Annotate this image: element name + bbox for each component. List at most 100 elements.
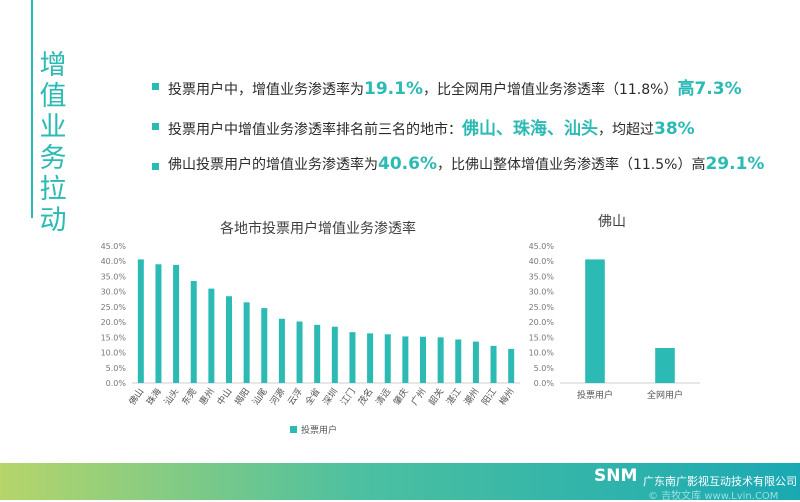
- bar: [331, 326, 338, 383]
- x-tick-label: 茂名: [355, 386, 375, 408]
- legend-swatch: [290, 426, 297, 433]
- x-tick-label: 深圳: [321, 386, 340, 407]
- bar: [208, 288, 215, 383]
- y-tick-label: 35.0%: [529, 272, 555, 281]
- company-logo: SNM: [594, 466, 638, 486]
- side-title-char: 增: [39, 50, 67, 81]
- bar: [173, 264, 180, 383]
- y-tick-label: 35.0%: [101, 272, 127, 281]
- charts: 各地市投票用户增值业务渗透率 0.0% 5.0% 10.0% 15.0% 20.0% 25.…: [101, 214, 700, 436]
- x-tick-label: 东莞: [179, 386, 199, 408]
- bullet-text: 投票用户中增值业务渗透率排名前三名的地市：佛山、珠海、汕头，均超过38%: [168, 114, 695, 139]
- x-tick-label: 江门: [338, 386, 358, 408]
- y-tick-label: 40.0%: [529, 257, 555, 266]
- highlight-value: 29.1%: [705, 154, 765, 174]
- x-tick-label: 珠海: [144, 386, 164, 408]
- y-tick-label: 40.0%: [101, 257, 127, 266]
- side-title-char: 拉: [39, 174, 67, 205]
- y-tick-label: 15.0%: [529, 333, 555, 342]
- x-tick-label: 河源: [267, 386, 287, 408]
- y-tick-label: 10.0%: [529, 349, 555, 358]
- y-tick-label: 45.0%: [529, 242, 555, 251]
- bullet-segment: ，比佛山整体增值业务渗透率（11.5%）高: [436, 157, 706, 173]
- bullet-segment: ，比全网用户增值业务渗透率（11.8%）: [422, 82, 678, 98]
- bullet-marker: [152, 123, 159, 130]
- x-tick-label: 汕尾: [250, 386, 269, 407]
- x-tick-label: 中山: [214, 386, 234, 408]
- bar: [402, 336, 409, 383]
- bullet-segment: 投票用户中，增值业务渗透率为: [168, 82, 364, 98]
- x-tick-label: 韶关: [426, 386, 446, 408]
- x-tick-label: 肇庆: [391, 386, 411, 408]
- bar: [490, 345, 497, 383]
- bar: [226, 296, 232, 383]
- side-accent-line: [31, 0, 33, 218]
- bar: [367, 333, 374, 383]
- bar: [349, 332, 356, 383]
- key-findings: 投票用户中，增值业务渗透率为19.1%，比全网用户增值业务渗透率（11.8%）高…: [152, 72, 792, 192]
- x-tick-label: 汕头: [162, 386, 181, 407]
- bar: [243, 302, 250, 383]
- y-tick-label: 15.0%: [101, 333, 127, 342]
- y-tick-label: 20.0%: [529, 318, 555, 327]
- side-title: 增值业务拉动: [36, 50, 70, 236]
- y-tick-label: 10.0%: [101, 349, 127, 358]
- bullet-item: 投票用户中，增值业务渗透率为19.1%，比全网用户增值业务渗透率（11.8%）高…: [152, 72, 792, 112]
- bar: [190, 281, 197, 383]
- x-tick-label: 全省: [302, 386, 322, 408]
- x-tick-label: 揭阳: [232, 386, 252, 408]
- bullet-segment: 投票用户中增值业务渗透率排名前三名的地市：: [168, 122, 462, 138]
- bullet-item: 佛山投票用户的增值业务渗透率为40.6%，比佛山整体增值业务渗透率（11.5%）…: [152, 152, 792, 192]
- bar: [384, 334, 391, 383]
- bar: [278, 318, 285, 383]
- bullet-marker: [152, 83, 159, 90]
- company-name: 广东南广影视互动技术有限公司: [643, 475, 797, 488]
- chart-title: 佛山: [598, 214, 626, 230]
- x-tick-label: 阳江: [480, 386, 499, 407]
- y-tick-label: 5.0%: [106, 364, 127, 373]
- bar: [420, 336, 426, 383]
- x-tick-label: 潮州: [461, 386, 481, 408]
- x-tick-label: 清远: [373, 386, 393, 408]
- y-tick-label: 45.0%: [101, 242, 127, 251]
- y-tick-label: 25.0%: [529, 303, 555, 312]
- bar: [437, 337, 444, 383]
- y-tick-label: 30.0%: [101, 288, 127, 297]
- legend-label: 投票用户: [301, 424, 337, 436]
- y-tick-label: 5.0%: [534, 364, 555, 373]
- bar: [455, 339, 462, 383]
- x-tick-label: 全网用户: [647, 389, 683, 401]
- bar: [261, 308, 268, 383]
- highlight-value: 高7.3%: [677, 79, 742, 99]
- bullet-segment: 佛山投票用户的增值业务渗透率为: [168, 157, 378, 173]
- x-tick-label: 湛江: [444, 386, 463, 407]
- bar: [296, 321, 303, 383]
- x-tick-label: 云浮: [285, 386, 305, 408]
- x-tick-label: 投票用户: [577, 389, 613, 401]
- highlight-value: 38%: [654, 119, 695, 139]
- bullet-item: 投票用户中增值业务渗透率排名前三名的地市：佛山、珠海、汕头，均超过38%: [152, 112, 792, 152]
- bar: [655, 347, 675, 383]
- bar: [137, 259, 144, 383]
- bullet-text: 佛山投票用户的增值业务渗透率为40.6%，比佛山整体增值业务渗透率（11.5%）…: [168, 154, 764, 174]
- bar: [314, 324, 321, 383]
- x-tick-label: 广州: [408, 386, 428, 408]
- bar: [472, 341, 479, 383]
- highlight-value: 佛山、珠海、汕头: [462, 119, 598, 139]
- y-tick-label: 0.0%: [534, 379, 555, 388]
- chart-title: 各地市投票用户增值业务渗透率: [220, 220, 416, 237]
- y-tick-label: 25.0%: [101, 303, 127, 312]
- bar: [508, 348, 515, 383]
- footer-bar: [0, 463, 800, 500]
- watermark: © 吉牧文库 www.Lvin.COM: [648, 491, 779, 502]
- bullet-segment: ，均超过: [598, 122, 654, 138]
- side-title-char: 务: [39, 143, 67, 174]
- x-tick-label: 惠州: [197, 386, 217, 408]
- highlight-value: 19.1%: [364, 79, 423, 99]
- x-tick-label: 梅州: [496, 386, 516, 408]
- y-tick-label: 0.0%: [106, 379, 127, 388]
- highlight-value: 40.6%: [378, 154, 437, 174]
- y-tick-label: 30.0%: [529, 288, 555, 297]
- bullet-text: 投票用户中，增值业务渗透率为19.1%，比全网用户增值业务渗透率（11.8%）高…: [168, 74, 742, 99]
- bullet-marker: [152, 163, 159, 170]
